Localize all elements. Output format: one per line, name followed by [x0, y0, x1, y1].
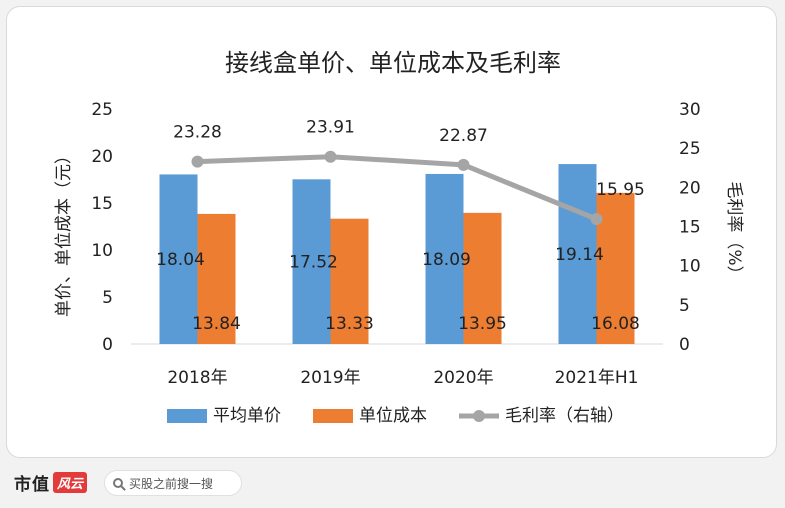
data-label-gross-margin: 23.28	[173, 123, 222, 143]
y-left-tick-label: 10	[91, 241, 113, 261]
bar-unit-cost	[463, 212, 502, 344]
y-right-tick-label: 20	[679, 178, 701, 198]
bar-avg-price	[425, 173, 464, 344]
y-right-tick-label: 15	[679, 218, 701, 238]
data-label-gross-margin: 22.87	[439, 126, 488, 146]
y-left-tick-label: 20	[91, 147, 113, 167]
data-label-gross-margin: 23.91	[306, 118, 355, 138]
y-left-tick-label: 0	[102, 335, 113, 355]
x-tick-label: 2018年	[167, 368, 227, 388]
point-gross-margin	[191, 155, 204, 168]
data-label-unit-cost: 13.95	[458, 314, 507, 334]
y-left-tick-label: 25	[91, 100, 113, 120]
data-label-gross-margin: 15.95	[596, 180, 645, 200]
x-tick-label: 2020年	[433, 368, 493, 388]
legend-marker	[473, 410, 485, 422]
brand-badge: 风云	[53, 472, 88, 493]
bar-unit-cost	[330, 218, 369, 344]
y-right-tick-label: 10	[679, 257, 701, 277]
search-box[interactable]: 买股之前搜一搜	[104, 470, 242, 496]
chart-title: 接线盒单价、单位成本及毛利率	[225, 49, 561, 77]
data-label-unit-cost: 13.33	[325, 314, 374, 334]
chart-card: 接线盒单价、单位成本及毛利率 单价、单位成本（元） 毛利率（%） 0 5 10 15 2…	[6, 6, 777, 458]
legend-swatch	[167, 409, 207, 423]
y-axis-left-label: 单价、单位成本（元）	[54, 147, 74, 317]
y-axis-right-label: 毛利率（%）	[724, 181, 744, 282]
data-label-avg-price: 18.04	[156, 250, 205, 270]
combo-chart: 接线盒单价、单位成本及毛利率 单价、单位成本（元） 毛利率（%） 0 5 10 15 2…	[54, 49, 744, 426]
point-gross-margin	[457, 158, 470, 171]
search-icon	[113, 478, 123, 488]
y-right-tick-label: 5	[679, 296, 690, 316]
brand-name: 市值	[14, 475, 50, 495]
y-right-tick-label: 25	[679, 139, 701, 159]
bar-unit-cost	[596, 192, 635, 344]
bar-avg-price	[292, 179, 331, 344]
data-label-avg-price: 17.52	[289, 253, 338, 273]
line-gross-margin	[197, 154, 598, 222]
y-right-tick-label: 0	[679, 335, 690, 355]
legend-swatch	[313, 409, 353, 423]
footer-bar: 市值 风云 买股之前搜一搜	[0, 460, 785, 508]
data-label-unit-cost: 16.08	[591, 314, 640, 334]
bar-unit-cost	[197, 213, 236, 344]
legend-label: 平均单价	[213, 406, 281, 426]
data-label-avg-price: 18.09	[422, 250, 471, 270]
data-label-unit-cost: 13.84	[192, 314, 241, 334]
y-left-tick-label: 15	[91, 194, 113, 214]
legend-label: 单位成本	[359, 406, 427, 426]
search-placeholder: 买股之前搜一搜	[129, 476, 214, 491]
x-tick-label: 2021年H1	[555, 368, 639, 388]
plot-area: 0 5 10 15 20 25 0 5 10 15 20 25 30 2018年 2019年 2020年 202…	[91, 100, 700, 388]
data-label-avg-price: 19.14	[555, 245, 604, 265]
point-gross-margin	[590, 213, 603, 226]
bar-avg-price	[159, 174, 198, 344]
y-right-tick-label: 30	[679, 100, 701, 120]
point-gross-margin	[324, 150, 337, 163]
x-tick-label: 2019年	[300, 368, 360, 388]
brand-logo[interactable]: 市值 风云	[14, 470, 88, 495]
bar-avg-price	[558, 164, 597, 344]
y-left-tick-label: 5	[102, 288, 113, 308]
legend-label: 毛利率（右轴）	[505, 406, 624, 426]
legend: 平均单价 单位成本 毛利率（右轴）	[167, 406, 624, 426]
